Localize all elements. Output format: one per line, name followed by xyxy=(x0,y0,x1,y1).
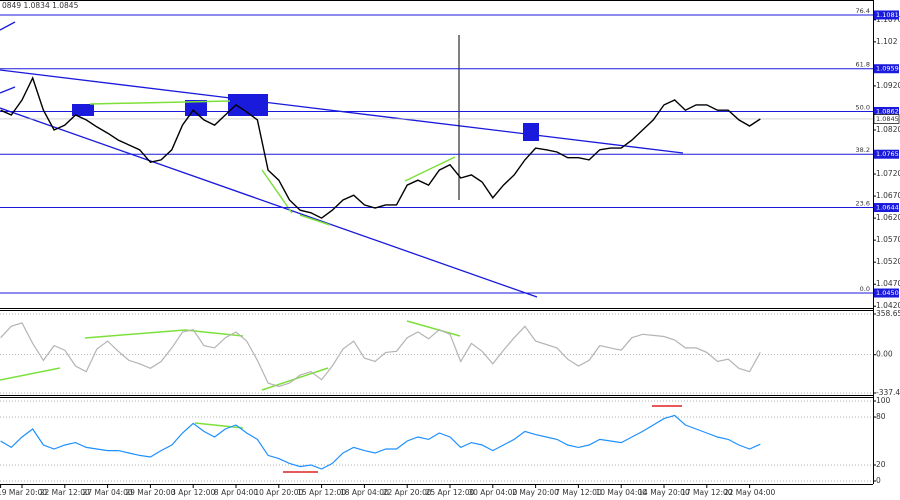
trend-line xyxy=(0,21,16,31)
fib-ratio: 76.4 xyxy=(856,7,870,15)
x-tick-label: 17 May 12:00 xyxy=(681,488,733,497)
y-tick-label: 1.0620 xyxy=(876,213,900,222)
price-box-label: 1.0450 xyxy=(876,289,899,297)
x-tick-label: 22 Apr 20:00 xyxy=(383,488,432,497)
zone xyxy=(523,123,539,141)
x-tick-label: 19 Mar 20:00 xyxy=(0,488,47,497)
x-tick-label: 15 Apr 12:00 xyxy=(297,488,346,497)
y-tick-label: 1.0520 xyxy=(876,257,900,266)
y-tick-label: -337.462 xyxy=(876,388,900,397)
y-tick-label: 1.0470 xyxy=(876,279,900,288)
fib-ratio: 0.0 xyxy=(860,285,870,293)
price-box-label: 1.0765 xyxy=(876,150,899,158)
x-tick-label: 25 Apr 12:00 xyxy=(426,488,475,497)
x-tick-label: 7 May 12:00 xyxy=(555,488,602,497)
y-tick-label: 1.0720 xyxy=(876,169,900,178)
x-tick-label: 27 Mar 04:00 xyxy=(83,488,133,497)
series-line xyxy=(0,414,761,470)
frames xyxy=(0,0,874,485)
series-line xyxy=(0,76,761,219)
last-price-label: 1.0845 xyxy=(876,115,899,123)
price-box xyxy=(874,288,899,298)
price-box xyxy=(874,10,899,20)
y-tick-label: 358.6587 xyxy=(876,309,900,318)
divergence-line xyxy=(194,422,244,429)
x-tick-label: 18 Apr 04:00 xyxy=(340,488,389,497)
y-tick-label: 0 xyxy=(876,476,881,485)
x-tick-label: 14 May 20:00 xyxy=(638,488,690,497)
x-tick-label: 30 Apr 04:00 xyxy=(468,488,517,497)
x-tick-label: 0 xyxy=(0,488,1,497)
header: 0849 1.0834 1.0845 xyxy=(2,1,79,10)
divergence-line xyxy=(299,214,331,226)
y-tick-label: 20 xyxy=(876,460,886,469)
x-tick-label: 10 May 04:00 xyxy=(595,488,647,497)
fib-ratio: 61.8 xyxy=(856,61,870,69)
y-tick-label: 1.102 xyxy=(876,37,898,46)
x-tick-label: 29 Mar 20:00 xyxy=(125,488,175,497)
price-box xyxy=(874,149,899,159)
trend-line xyxy=(0,107,538,298)
fib-ratio: 50.0 xyxy=(856,103,870,111)
trend-line xyxy=(0,86,16,94)
price-box-label: 1.1081 xyxy=(876,11,899,19)
y-tick-label: 1.0570 xyxy=(876,235,900,244)
price-box xyxy=(874,106,899,116)
price-box xyxy=(874,64,899,74)
price-box-label: 1.0644 xyxy=(876,204,899,212)
fib-ratio: 38.2 xyxy=(856,146,870,154)
divergences xyxy=(0,100,461,429)
y-tick-label: 1.0920 xyxy=(876,81,900,90)
y-tick-label: 0.00 xyxy=(876,350,893,359)
x-tick-label: 2 May 20:00 xyxy=(512,488,559,497)
divergence-line xyxy=(404,156,456,182)
y-tick-label: 100 xyxy=(876,396,891,405)
x-tick-label: 3 Apr 12:00 xyxy=(171,488,215,497)
zone xyxy=(72,104,94,116)
price-box-label: 1.0959 xyxy=(876,65,899,73)
last-price-box xyxy=(873,114,900,124)
x-tick-label: 10 Apr 20:00 xyxy=(254,488,303,497)
x-tick-label: 22 May 04:00 xyxy=(724,488,776,497)
price-box xyxy=(874,203,899,213)
fib-ratio: 23.6 xyxy=(856,200,870,208)
y-tick-label: 80 xyxy=(876,412,886,421)
x-tick-label: 8 Apr 04:00 xyxy=(214,488,258,497)
divergence-line xyxy=(406,320,461,337)
zone xyxy=(228,94,268,116)
y-tick-label: 1.0670 xyxy=(876,191,900,200)
divergence-line xyxy=(261,169,293,214)
x-tick-label: 22 Mar 12:00 xyxy=(40,488,90,497)
divergence-line xyxy=(84,329,244,339)
zone xyxy=(185,100,207,116)
y-tick-label: 1.0420 xyxy=(876,301,900,310)
y-tick-label: 1.0820 xyxy=(876,125,900,134)
series-line xyxy=(0,322,761,388)
price-box-label: 1.0862 xyxy=(876,107,899,115)
divergence-line xyxy=(0,367,61,381)
divergence-line xyxy=(89,100,231,105)
annotations xyxy=(0,21,684,473)
